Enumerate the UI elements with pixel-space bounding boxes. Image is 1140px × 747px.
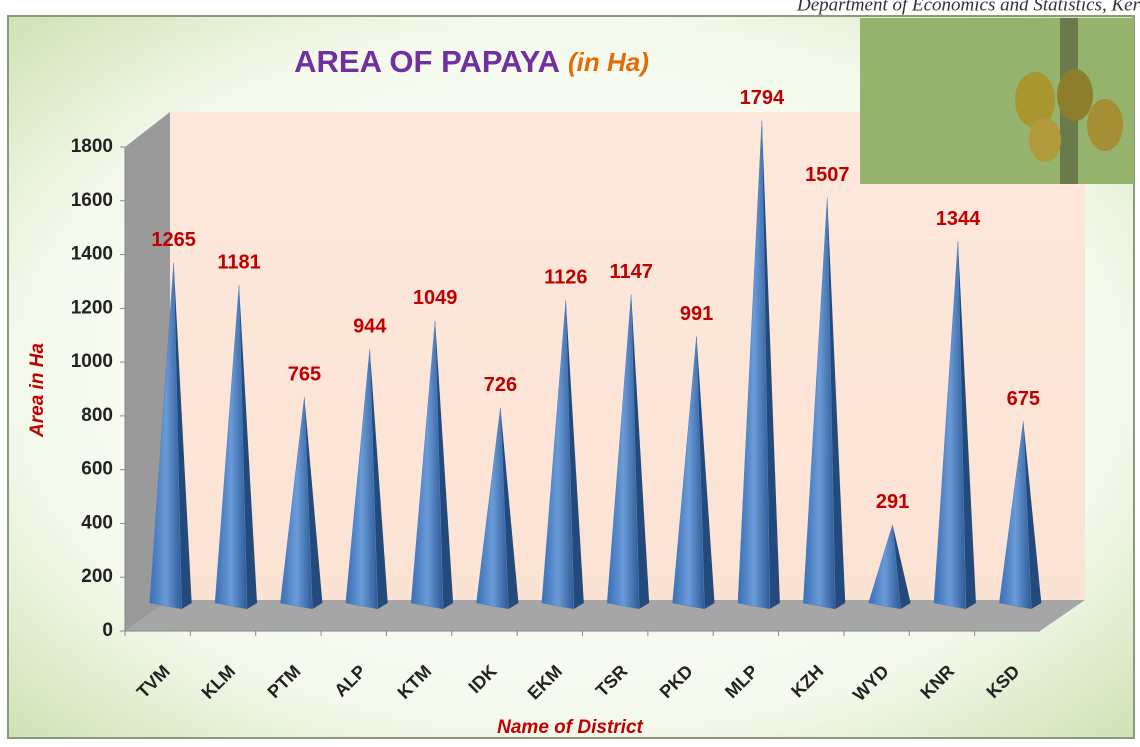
- y-tick-label: 1200: [71, 297, 113, 318]
- source: Department of Economics and Statistics, …: [796, 0, 1140, 15]
- y-tick-label: 400: [81, 512, 113, 533]
- chart-title: AREA OF PAPAYA: [294, 44, 560, 79]
- y-tick-label: 0: [102, 620, 113, 641]
- value-label: 1794: [740, 87, 785, 109]
- y-tick-label: 1400: [71, 244, 113, 265]
- papaya-photo: [860, 18, 1134, 184]
- value-label: 1049: [413, 287, 458, 309]
- value-label: 1265: [151, 229, 196, 251]
- value-label: 991: [680, 303, 713, 325]
- value-label: 1147: [609, 261, 652, 283]
- title-unit: (in Ha): [568, 47, 649, 77]
- value-label: 765: [288, 364, 321, 386]
- value-label: 1181: [217, 252, 260, 274]
- value-label: 1344: [936, 208, 981, 230]
- y-tick-label: 800: [81, 405, 113, 426]
- y-tick-label: 600: [81, 459, 113, 480]
- value-label: 1126: [544, 267, 587, 289]
- y-axis-title: Area in Ha: [27, 343, 48, 438]
- value-label: 1507: [805, 164, 850, 186]
- chart: Department of Economics and Statistics, …: [0, 0, 1140, 742]
- y-tick-label: 1800: [71, 136, 113, 157]
- value-label: 726: [484, 374, 517, 396]
- value-label: 675: [1007, 388, 1040, 410]
- y-tick-label: 200: [81, 566, 113, 587]
- x-axis-title: Name of District: [497, 717, 643, 738]
- y-tick-label: 1000: [71, 351, 113, 372]
- y-tick-label: 1600: [71, 190, 113, 211]
- value-label: 944: [353, 315, 387, 337]
- value-label: 291: [876, 491, 909, 513]
- floor: [125, 600, 1085, 631]
